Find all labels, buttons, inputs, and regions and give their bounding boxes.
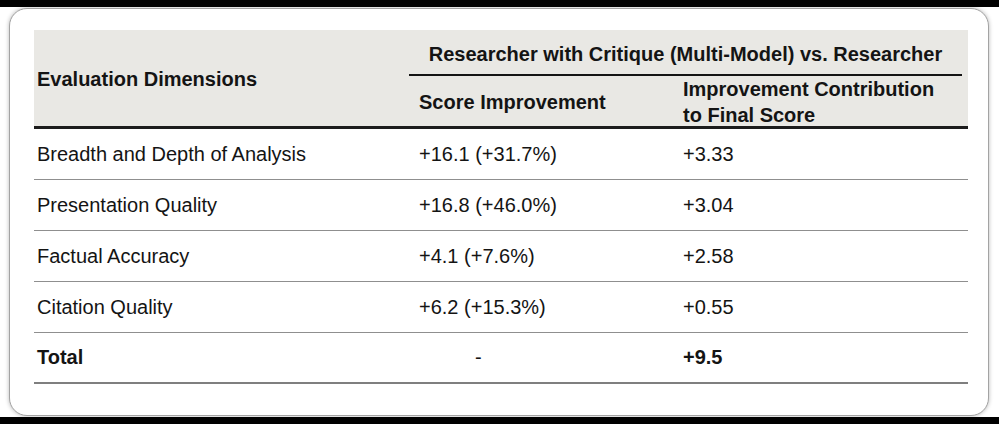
table-row-breadth-depth: Breadth and Depth of Analysis +16.1 (+31… [34,129,968,180]
score-improvement-cell: - [409,345,681,370]
contribution-cell: +3.04 [681,193,968,218]
score-improvement-cell: +4.1 (+7.6%) [409,244,681,269]
score-improvement-cell: +6.2 (+15.3%) [409,295,681,320]
bottom-letterbox-bar [0,417,999,424]
dimension-cell: Breadth and Depth of Analysis [34,142,409,167]
table-row-presentation-quality: Presentation Quality +16.8 (+46.0%) +3.0… [34,180,968,231]
comparison-header-group: Researcher with Critique (Multi-Model) v… [409,30,968,128]
sub-header-row: Score Improvement Improvement Contributi… [409,76,968,128]
dimension-cell: Presentation Quality [34,193,409,218]
top-letterbox-bar [0,0,999,7]
table-row-factual-accuracy: Factual Accuracy +4.1 (+7.6%) +2.58 [34,231,968,282]
table-row-total: Total - +9.5 [34,333,968,384]
contribution-cell: +2.58 [681,244,968,269]
table-row-citation-quality: Citation Quality +6.2 (+15.3%) +0.55 [34,282,968,333]
evaluation-table: Evaluation Dimensions Researcher with Cr… [34,30,968,384]
contribution-cell: +9.5 [681,345,968,370]
dimension-cell: Total [34,345,409,370]
score-improvement-cell: +16.1 (+31.7%) [409,142,681,167]
column-header-evaluation-dimensions: Evaluation Dimensions [34,30,409,128]
column-header-improvement-contribution: Improvement Contribution to Final Score [681,76,968,128]
dimension-cell: Factual Accuracy [34,244,409,269]
contribution-cell: +3.33 [681,142,968,167]
table-header: Evaluation Dimensions Researcher with Cr… [34,30,968,129]
screenshot-stage: Evaluation Dimensions Researcher with Cr… [0,0,999,424]
contribution-cell: +0.55 [681,295,968,320]
dimension-cell: Citation Quality [34,295,409,320]
column-group-header-comparison: Researcher with Critique (Multi-Model) v… [409,30,962,76]
score-improvement-cell: +16.8 (+46.0%) [409,193,681,218]
column-header-score-improvement: Score Improvement [409,90,681,115]
table-card: Evaluation Dimensions Researcher with Cr… [9,8,989,416]
